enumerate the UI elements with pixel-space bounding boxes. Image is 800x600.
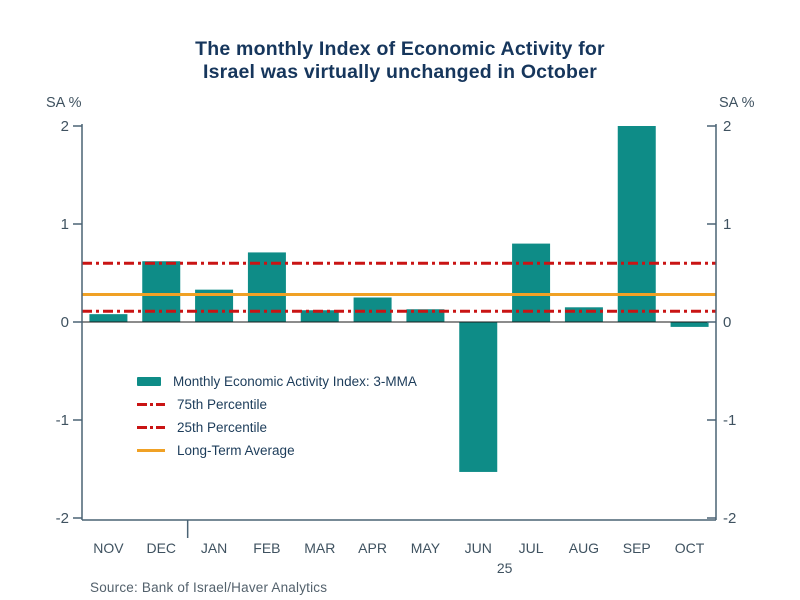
left-axis-unit-label: SA % (46, 95, 82, 111)
bar-jun (459, 322, 498, 472)
x-label-feb: FEB (253, 540, 280, 556)
right-tick-label-1: 1 (723, 216, 731, 233)
bar-oct (670, 322, 709, 327)
left-tick-label--1: -1 (56, 412, 69, 429)
left-tick-label-2: 2 (61, 118, 69, 135)
year-label: 25 (497, 560, 513, 576)
chart-title-line2: Israel was virtually unchanged in Octobe… (203, 61, 597, 83)
x-label-dec: DEC (146, 540, 176, 556)
legend-label-index: Monthly Economic Activity Index: 3-MMA (173, 374, 417, 389)
x-label-nov: NOV (93, 540, 124, 556)
x-label-may: MAY (411, 540, 441, 556)
bar-dec (142, 261, 181, 322)
x-label-mar: MAR (304, 540, 335, 556)
x-label-jan: JAN (201, 540, 227, 556)
source-note: Source: Bank of Israel/Haver Analytics (90, 580, 328, 595)
legend: Monthly Economic Activity Index: 3-MMA 7… (137, 374, 417, 458)
legend-label-25th: 25th Percentile (177, 420, 268, 435)
bar-jul (512, 243, 551, 322)
left-tick-label-1: 1 (61, 216, 69, 233)
bar-sep (617, 126, 656, 322)
chart-title-line1: The monthly Index of Economic Activity f… (195, 38, 605, 60)
x-label-apr: APR (358, 540, 387, 556)
x-label-jun: JUN (465, 540, 492, 556)
left-tick-label-0: 0 (61, 314, 69, 331)
x-label-oct: OCT (675, 540, 705, 556)
bar-mar (300, 310, 339, 322)
legend-item-long-term-average: Long-Term Average (137, 443, 417, 458)
legend-item-25th-percentile: 25th Percentile (137, 420, 417, 435)
right-tick-label-0: 0 (723, 314, 731, 331)
right-tick-label-2: 2 (723, 118, 731, 135)
legend-swatch-orange-line-icon (137, 449, 165, 452)
legend-item-75th-percentile: 75th Percentile (137, 397, 417, 412)
right-axis-unit-label: SA % (719, 95, 755, 111)
bar-aug (564, 307, 603, 322)
legend-label-average: Long-Term Average (177, 443, 295, 458)
legend-swatch-red-dashdot-icon (137, 403, 165, 406)
right-tick-label--2: -2 (723, 510, 736, 527)
x-label-jul: JUL (519, 540, 544, 556)
legend-swatch-red-dashdot-icon (137, 426, 165, 429)
x-label-sep: SEP (623, 540, 651, 556)
right-tick-label--1: -1 (723, 412, 736, 429)
legend-label-75th: 75th Percentile (177, 397, 268, 412)
chart-title: The monthly Index of Economic Activity f… (0, 38, 800, 84)
x-label-aug: AUG (569, 540, 599, 556)
legend-swatch-bar-icon (137, 377, 161, 386)
legend-item-index: Monthly Economic Activity Index: 3-MMA (137, 374, 417, 389)
bar-nov (89, 314, 128, 322)
left-tick-label--2: -2 (56, 510, 69, 527)
